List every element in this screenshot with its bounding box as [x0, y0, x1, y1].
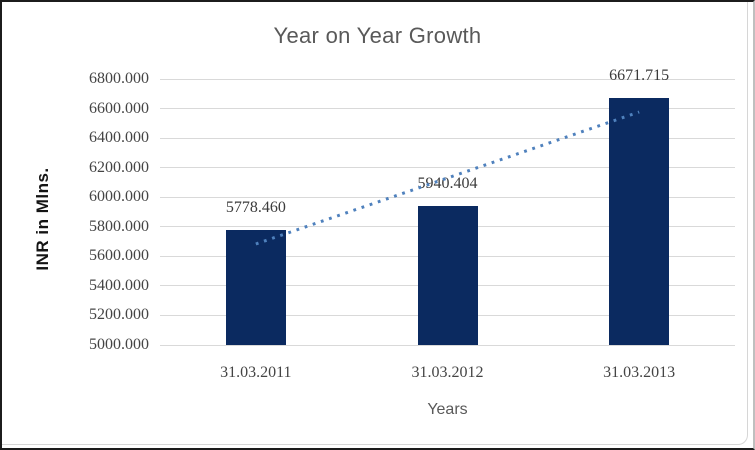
gridline [160, 78, 735, 80]
y-tick-label: 6200.000 [89, 158, 149, 176]
y-axis-title: INR in Mlns. [33, 167, 52, 271]
y-tick-label: 5800.000 [89, 217, 149, 235]
bar-31.03.2011 [225, 229, 286, 345]
gridline [160, 167, 735, 169]
gridline [160, 196, 735, 198]
bar-31.03.2013 [609, 97, 670, 345]
y-tick-label: 5400.000 [89, 276, 149, 294]
y-tick-label: 5600.000 [89, 247, 149, 265]
y-tick-label: 6000.000 [89, 188, 149, 206]
data-label: 5940.404 [417, 175, 478, 193]
y-tick-label: 5200.000 [89, 306, 149, 324]
y-tick-label: 6600.000 [89, 99, 149, 117]
y-tick-label: 6400.000 [89, 129, 149, 147]
plot-area: 5778.460 5940.404 6671.715 [160, 67, 735, 346]
x-tick-label: 31.03.2013 [603, 364, 676, 381]
x-tick-label: 31.03.2011 [220, 364, 292, 381]
data-label: 5778.460 [225, 198, 286, 216]
x-axis-title: Years [427, 401, 468, 418]
gridline [160, 137, 735, 139]
chart-title: Year on Year Growth [273, 23, 482, 48]
x-axis-line [160, 344, 735, 346]
y-tick-label: 5000.000 [89, 336, 149, 353]
y-tick-label: 6800.000 [89, 70, 149, 87]
gridline [160, 108, 735, 110]
x-tick-label: 31.03.2012 [411, 364, 484, 381]
bar-31.03.2012 [417, 206, 478, 345]
trendline [255, 110, 640, 246]
data-label: 6671.715 [609, 66, 670, 84]
